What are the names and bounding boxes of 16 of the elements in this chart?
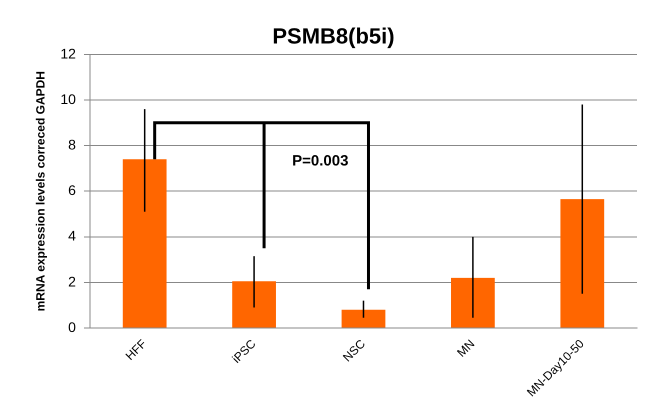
y-tick-label: 12: [60, 45, 76, 62]
annotation: P=0.003: [292, 152, 348, 170]
y-tick-label: 6: [68, 182, 76, 198]
bar: [560, 199, 604, 328]
bar: [451, 278, 495, 328]
y-tick-label: 10: [60, 90, 76, 107]
y-tick-label: 8: [68, 136, 76, 152]
bar: [232, 281, 276, 328]
chart-title: PSMB8(b5i): [272, 23, 395, 48]
y-tick-label: 2: [68, 273, 76, 290]
y-tick-label: 4: [68, 228, 76, 244]
bar: [122, 159, 167, 328]
y-axis-title: mRNA expression levels correced GAPDH: [34, 71, 48, 312]
x-tick-label: MN: [454, 336, 478, 360]
bar: [342, 310, 386, 328]
y-tick-label: 0: [68, 318, 76, 335]
